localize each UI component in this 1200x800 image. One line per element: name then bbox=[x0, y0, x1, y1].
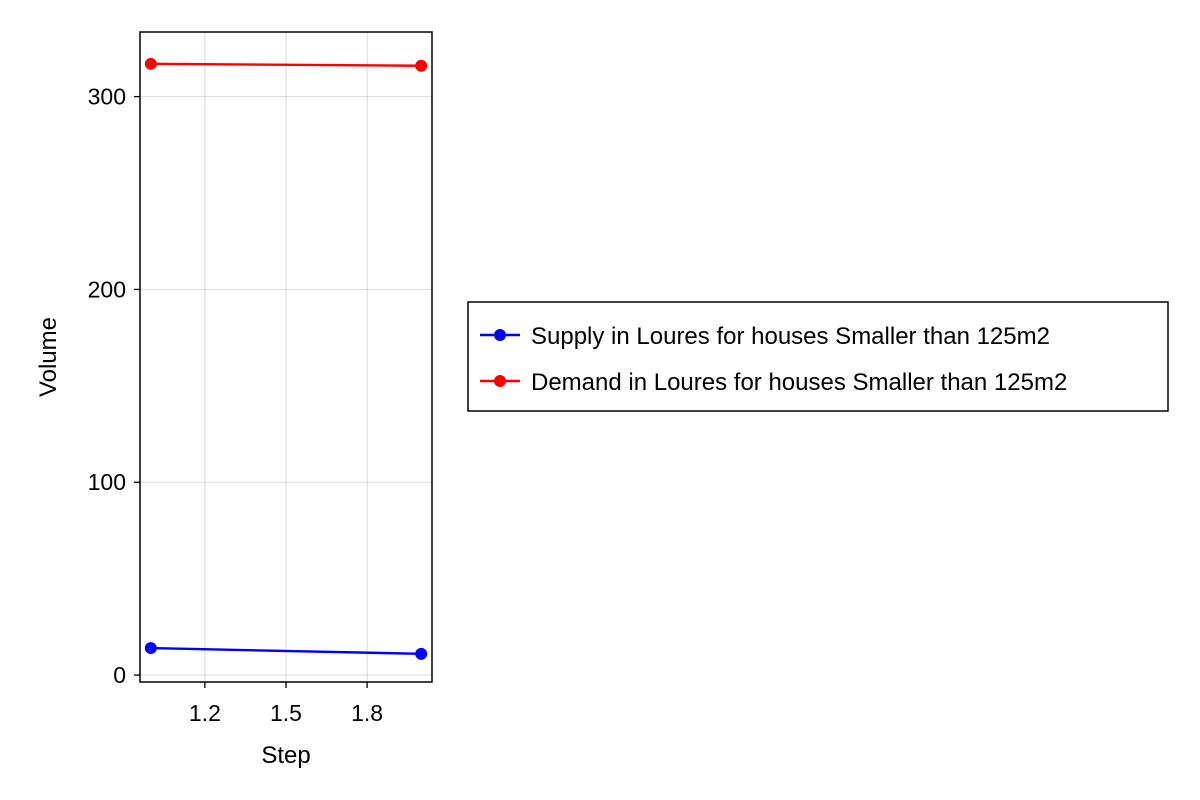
series-1-point bbox=[144, 642, 157, 655]
x-tick-label: 1.2 bbox=[189, 700, 221, 726]
series-2-point bbox=[415, 59, 428, 72]
y-tick-label: 0 bbox=[113, 662, 126, 688]
x-tick-label: 1.5 bbox=[270, 700, 302, 726]
series-lines bbox=[144, 57, 428, 660]
x-tick-label: 1.8 bbox=[351, 700, 383, 726]
y-tick-label: 100 bbox=[88, 469, 126, 495]
series-line-1 bbox=[150, 646, 422, 656]
series-line-2 bbox=[150, 62, 422, 67]
series-1-point bbox=[415, 647, 428, 660]
y-axis-label: Volume bbox=[35, 317, 62, 397]
legend-entry-label: Supply in Loures for houses Smaller than… bbox=[531, 323, 1050, 350]
axis-ticks: 1.2 1.5 1.8 0 100 200 300 bbox=[88, 84, 383, 726]
grid-lines bbox=[140, 32, 432, 682]
legend-swatch-marker bbox=[494, 329, 506, 341]
legend-box bbox=[467, 301, 1169, 412]
legend-swatch-marker bbox=[494, 375, 506, 387]
legend: Supply in Loures for houses Smaller than… bbox=[467, 301, 1169, 412]
y-tick-label: 200 bbox=[88, 276, 126, 302]
y-tick-label: 300 bbox=[88, 84, 126, 110]
legend-entry-label: Demand in Loures for houses Smaller than… bbox=[531, 369, 1067, 396]
series-2-point bbox=[144, 57, 157, 70]
x-axis-label: Step bbox=[261, 742, 310, 769]
